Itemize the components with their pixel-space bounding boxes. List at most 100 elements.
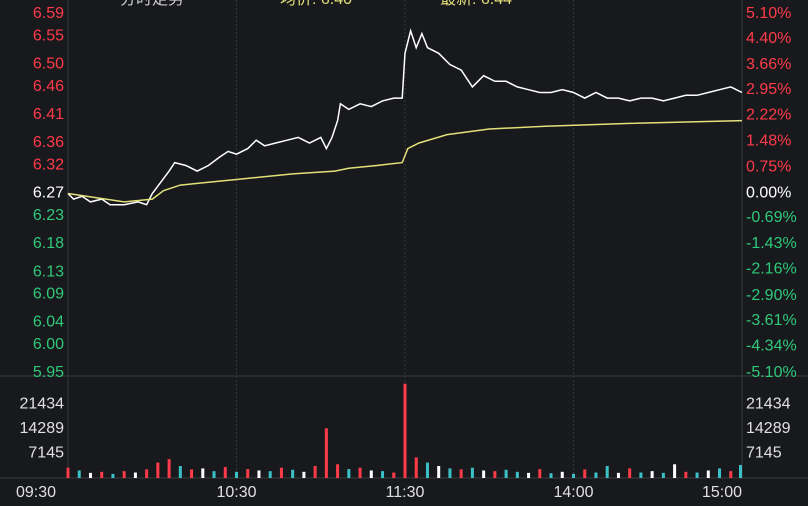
volume-bar — [594, 472, 598, 478]
volume-bar — [246, 469, 250, 478]
volume-bar — [650, 471, 654, 478]
volume-bar — [448, 468, 452, 478]
y2-tick-label: -3.61% — [746, 312, 797, 329]
vol-tick-label: 14289 — [20, 420, 65, 437]
y2-tick-label: -1.43% — [746, 235, 797, 252]
volume-bar — [88, 472, 92, 478]
x-tick-label: 10:30 — [216, 484, 256, 501]
volume-bar — [358, 467, 362, 478]
volume-bar — [369, 470, 373, 478]
volume-bar — [66, 467, 70, 478]
vol-tick-label: 14289 — [746, 420, 791, 437]
y-tick-label: 6.55 — [33, 28, 64, 45]
volume-bar — [729, 471, 733, 478]
y2-tick-label: 1.48% — [746, 133, 791, 150]
volume-bar — [739, 464, 742, 478]
volume-bar — [336, 464, 340, 478]
vol-tick-label: 7145 — [28, 445, 64, 462]
volume-bar — [718, 468, 722, 478]
volume-bar — [381, 471, 385, 478]
volume-bar — [392, 472, 396, 478]
volume-bar — [684, 471, 688, 478]
y2-tick-label: -2.16% — [746, 261, 797, 278]
volume-bar — [313, 465, 317, 478]
y2-tick-label: -4.34% — [746, 337, 797, 354]
volume-bar — [673, 464, 677, 478]
volume-bar — [223, 467, 227, 478]
y-tick-label: 6.41 — [33, 106, 64, 123]
volume-bar — [111, 473, 115, 478]
volume-bar — [268, 471, 272, 478]
volume-bar — [145, 469, 149, 478]
volume-bar — [470, 467, 474, 478]
vol-tick-label: 21434 — [746, 396, 791, 413]
volume-bar — [133, 472, 137, 478]
price-line — [67, 28, 743, 206]
volume-bar — [560, 471, 564, 478]
volume-bar — [212, 471, 216, 478]
y2-tick-label: -2.90% — [746, 287, 797, 304]
x-tick-label: 14:00 — [553, 484, 593, 501]
y2-tick-label: 0.00% — [746, 185, 791, 202]
y2-tick-label: 5.10% — [746, 5, 791, 22]
volume-bar — [459, 469, 463, 478]
volume-bar — [347, 469, 351, 478]
y2-tick-label: 4.40% — [746, 30, 791, 47]
y-tick-label: 6.00 — [33, 336, 64, 353]
volume-bar — [403, 383, 407, 478]
volume-bar — [527, 472, 531, 478]
vol-tick-label: 7145 — [746, 445, 782, 462]
y2-tick-label: 2.22% — [746, 107, 791, 124]
volume-bar — [235, 471, 238, 478]
volume-bar — [437, 465, 441, 478]
y-tick-label: 6.36 — [33, 134, 64, 151]
volume-bar — [324, 428, 328, 478]
volume-bar — [628, 468, 632, 478]
volume-bar — [482, 470, 486, 478]
volume-bar — [178, 465, 182, 478]
y2-tick-label: 3.66% — [746, 56, 791, 73]
volume-bar — [605, 465, 609, 478]
y-tick-label: 6.13 — [33, 263, 64, 280]
volume-bar — [122, 471, 126, 478]
vol-tick-label: 21434 — [20, 396, 65, 413]
volume-bar — [538, 469, 542, 478]
header-text: 均价: 6.40 — [280, 0, 352, 8]
y-tick-label: 5.95 — [33, 364, 64, 381]
volume-bar — [77, 470, 81, 478]
volume-bar — [257, 470, 261, 478]
volume-bar — [515, 471, 519, 478]
volume-bar — [583, 469, 587, 478]
y2-tick-label: -5.10% — [746, 364, 797, 381]
price-line — [67, 119, 743, 203]
volume-bar — [661, 472, 665, 478]
header-text: 最新: 6.44 — [440, 0, 512, 8]
y-tick-label: 6.32 — [33, 157, 64, 174]
y-tick-label: 6.18 — [33, 235, 64, 252]
y2-tick-label: -0.69% — [746, 209, 797, 226]
x-tick-label: 09:30 — [16, 484, 56, 501]
y2-tick-label: 0.75% — [746, 158, 791, 175]
header-text: 分时走势 — [120, 0, 184, 8]
y-tick-label: 6.50 — [33, 56, 64, 73]
y-tick-label: 6.04 — [33, 314, 64, 331]
volume-bar — [706, 470, 710, 478]
y-tick-label: 6.09 — [33, 286, 64, 303]
y-tick-label: 6.27 — [33, 185, 64, 202]
volume-bar — [493, 471, 497, 478]
volume-bar — [302, 471, 306, 478]
volume-bar — [201, 468, 205, 478]
volume-bar — [190, 469, 194, 478]
volume-bar — [414, 457, 418, 478]
volume-bar — [156, 462, 160, 478]
volume-bar — [572, 473, 575, 478]
y-tick-label: 6.59 — [33, 5, 64, 22]
x-tick-label: 15:00 — [702, 484, 742, 501]
volume-bar — [695, 472, 699, 478]
volume-bar — [425, 462, 429, 478]
volume-bar — [100, 471, 104, 478]
y-tick-label: 6.23 — [33, 207, 64, 224]
volume-bar — [549, 473, 553, 478]
